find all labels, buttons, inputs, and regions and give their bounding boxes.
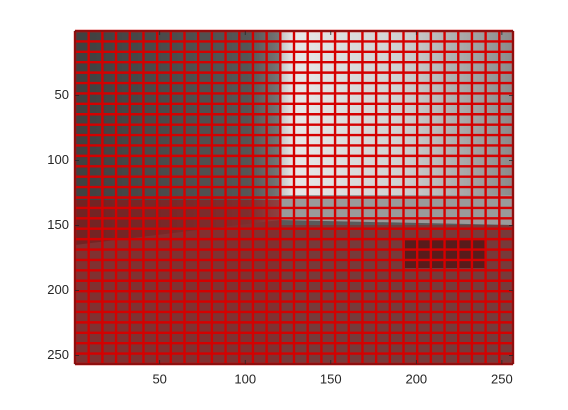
y-tick-label: 50 [55,87,69,102]
x-tick-label: 150 [320,371,342,386]
axes-box [74,30,514,365]
x-tick-label: 200 [405,371,427,386]
building [75,31,280,251]
x-tick-label: 100 [234,371,256,386]
cell-grid [73,29,515,366]
x-tick-label: 50 [152,371,166,386]
red-tint [75,200,280,364]
y-tick-label: 100 [47,152,69,167]
y-tick-label: 200 [47,282,69,297]
x-tick-label: 250 [491,371,513,386]
red-tint [280,225,513,364]
y-tick-label: 250 [47,347,69,362]
y-tick-label: 150 [47,217,69,232]
